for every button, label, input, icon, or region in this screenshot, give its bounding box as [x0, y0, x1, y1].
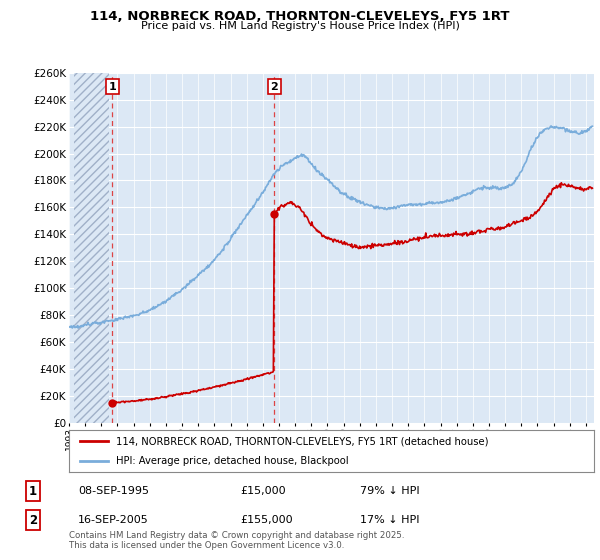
Bar: [74, 73, 109, 423]
Text: £15,000: £15,000: [240, 486, 286, 496]
Text: 114, NORBRECK ROAD, THORNTON-CLEVELEYS, FY5 1RT: 114, NORBRECK ROAD, THORNTON-CLEVELEYS, …: [90, 10, 510, 22]
Text: Contains HM Land Registry data © Crown copyright and database right 2025.
This d: Contains HM Land Registry data © Crown c…: [69, 530, 404, 550]
Text: 08-SEP-1995: 08-SEP-1995: [78, 486, 149, 496]
Text: 114, NORBRECK ROAD, THORNTON-CLEVELEYS, FY5 1RT (detached house): 114, NORBRECK ROAD, THORNTON-CLEVELEYS, …: [116, 436, 489, 446]
Text: 79% ↓ HPI: 79% ↓ HPI: [360, 486, 419, 496]
Text: Price paid vs. HM Land Registry's House Price Index (HPI): Price paid vs. HM Land Registry's House …: [140, 21, 460, 31]
Text: 16-SEP-2005: 16-SEP-2005: [78, 515, 149, 525]
Text: 17% ↓ HPI: 17% ↓ HPI: [360, 515, 419, 525]
Text: 2: 2: [271, 82, 278, 91]
Text: HPI: Average price, detached house, Blackpool: HPI: Average price, detached house, Blac…: [116, 456, 349, 466]
Text: 2: 2: [29, 514, 37, 527]
Text: 1: 1: [29, 484, 37, 498]
Text: £155,000: £155,000: [240, 515, 293, 525]
Text: 1: 1: [109, 82, 116, 91]
